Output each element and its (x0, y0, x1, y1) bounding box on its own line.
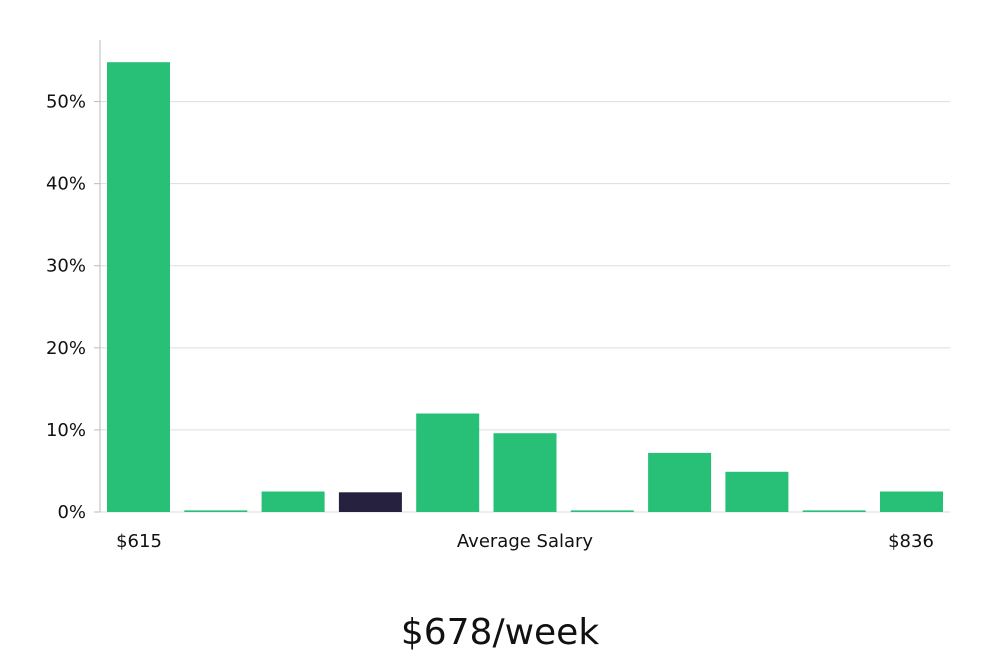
bar (416, 413, 480, 512)
bar (725, 471, 789, 512)
bars (107, 62, 943, 512)
gridlines (100, 101, 950, 431)
bar (261, 491, 325, 512)
average-salary-headline: $678/week (400, 612, 600, 653)
bar (880, 491, 943, 512)
bar (493, 433, 557, 512)
y-tick-label: 20% (46, 338, 86, 359)
bar (107, 62, 170, 512)
x-min-label: $615 (116, 531, 162, 552)
y-tick-label: 30% (46, 256, 86, 277)
bar (802, 510, 866, 512)
y-tick-label: 50% (46, 92, 86, 113)
y-tick-label: 10% (46, 420, 86, 441)
y-tick-label: 0% (57, 502, 86, 523)
x-max-label: $836 (888, 531, 934, 552)
bar (570, 510, 634, 512)
bar (184, 510, 248, 512)
bar-highlighted (338, 492, 402, 512)
y-tick-label: 40% (46, 174, 86, 195)
x-axis-title: Average Salary (457, 531, 594, 552)
y-tick-labels: 0% 10% 20% 30% 40% 50% (46, 92, 86, 523)
bar (648, 452, 712, 512)
